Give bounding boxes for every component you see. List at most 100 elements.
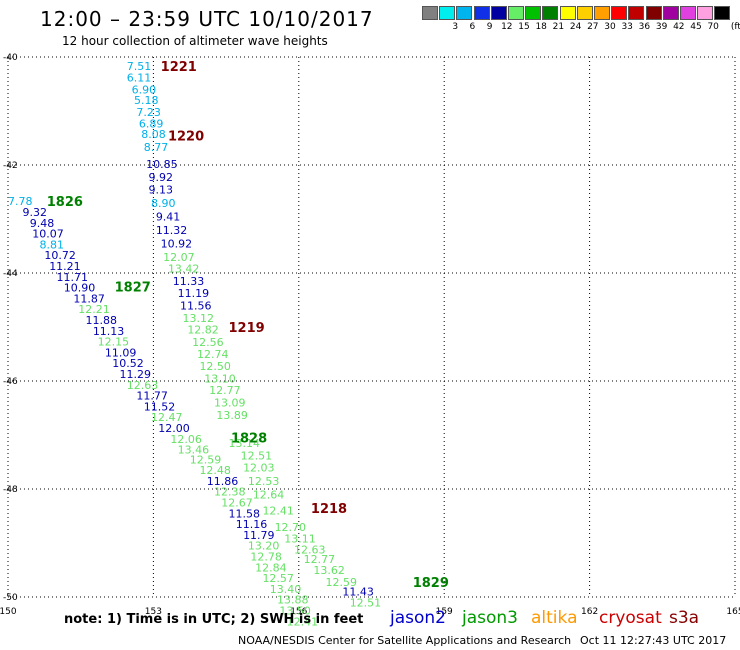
wave-height-label: 12.64	[253, 488, 284, 501]
wave-height-label: 13.42	[168, 263, 200, 276]
wave-height-label: 12.41	[262, 505, 294, 518]
color-scale-label: 6	[469, 22, 476, 32]
page-title: 12:00 – 23:59 UTC 10/10/2017	[40, 7, 374, 31]
y-tick-label: -50	[3, 593, 18, 603]
color-scale-label: 36	[638, 22, 651, 32]
wave-height-label: 9.92	[149, 171, 174, 184]
wave-height-label: 11.09	[105, 346, 137, 359]
wave-height-label: 11.29	[119, 368, 150, 381]
wave-height-label: 12.70	[275, 521, 307, 534]
track-time-label: 1218	[311, 502, 347, 517]
wave-height-label: 12.48	[199, 464, 231, 477]
color-scale-label: 45	[690, 22, 702, 32]
wave-height-label: 12.15	[98, 336, 130, 349]
wave-height-label: 11.86	[207, 475, 239, 488]
wave-height-label: 11.56	[180, 299, 212, 312]
wave-height-label: 11.79	[243, 529, 275, 542]
color-scale-label: 30	[604, 22, 616, 32]
color-scale-swatch	[490, 6, 507, 20]
wave-height-label: 12.53	[248, 475, 280, 488]
wave-height-label: 6.11	[127, 72, 152, 85]
color-scale-label: 9	[486, 22, 493, 32]
wave-height-label: 7.51	[127, 60, 152, 73]
wave-height-label: 9.41	[156, 210, 181, 223]
wave-height-label: 12.74	[197, 348, 229, 361]
wave-height-label: 11.71	[56, 271, 88, 284]
wave-height-label: 10.85	[146, 158, 178, 171]
color-scale-swatch	[559, 6, 576, 20]
credit-text: NOAA/NESDIS Center for Satellite Applica…	[238, 634, 572, 647]
wave-height-label: 6.89	[139, 117, 164, 130]
track-time-label: 1219	[229, 321, 265, 336]
color-scale-swatch	[611, 6, 628, 20]
wave-height-label: 12.38	[214, 486, 246, 499]
color-scale-label: 39	[655, 22, 668, 32]
color-scale-swatch	[576, 6, 593, 20]
wave-height-label: 13.10	[204, 372, 236, 385]
wave-height-label: 11.88	[86, 314, 118, 327]
wave-height-label: 11.77	[136, 390, 168, 403]
track-time-label: 1221	[161, 60, 197, 75]
wave-height-label: 9.48	[30, 217, 54, 230]
wave-height-label: 11.13	[93, 325, 125, 338]
x-tick-label: 153	[145, 607, 162, 617]
wave-height-label: 10.72	[44, 249, 76, 262]
wave-height-label: 11.32	[156, 224, 188, 237]
satellite-legend-altika: altika	[531, 608, 578, 628]
color-scale-label: 70	[707, 22, 719, 32]
timestamp-text: Oct 11 12:27:43 UTC 2017	[580, 634, 727, 647]
wave-height-label: 12.59	[325, 576, 357, 589]
wave-height-label: 12.59	[190, 453, 222, 466]
color-scale-swatch	[662, 6, 679, 20]
color-scale-label: 3	[452, 22, 459, 32]
wave-height-label: 12.41	[287, 615, 319, 628]
y-tick-label: -44	[3, 269, 18, 279]
wave-height-label: 13.11	[284, 533, 316, 546]
wave-height-label: 6.90	[132, 83, 157, 96]
wave-height-label: 12.21	[78, 303, 110, 316]
wave-height-label: 7.23	[136, 106, 161, 119]
color-scale-swatch	[456, 6, 473, 20]
wave-height-label: 8.81	[40, 238, 65, 251]
color-scale-swatch	[680, 6, 696, 20]
wave-height-label: 7.78	[8, 195, 33, 208]
wave-height-label: 13.12	[182, 312, 214, 325]
y-tick-label: -40	[3, 53, 18, 63]
wave-height-label: 12.51	[350, 596, 382, 609]
wave-height-label: 10.07	[32, 228, 64, 241]
color-scale-swatch	[525, 6, 542, 20]
satellite-legend-jason3: jason3	[462, 608, 518, 628]
color-scale-label: 15	[518, 22, 530, 32]
x-tick-label: 159	[436, 607, 453, 617]
x-tick-label: 150	[0, 607, 17, 617]
wave-height-label: 12.07	[163, 251, 195, 264]
color-scale-swatch	[714, 6, 731, 20]
track-time-label: 1220	[168, 129, 204, 144]
color-scale-swatch	[628, 6, 645, 20]
y-tick-label: -46	[3, 377, 18, 387]
wave-height-label: 13.89	[216, 409, 248, 422]
wave-height-label: 13.88	[277, 594, 309, 607]
wave-height-label: 11.16	[236, 518, 268, 531]
wave-height-label: 11.33	[173, 275, 205, 288]
chart-subtitle: 12 hour collection of altimeter wave hei…	[62, 34, 328, 48]
wave-height-label: 12.67	[221, 497, 253, 510]
wave-height-label: 12.47	[151, 411, 183, 424]
color-scale-label: 33	[621, 22, 633, 32]
wave-height-label: 11.19	[178, 287, 210, 300]
wave-height-label: 13.14	[229, 437, 260, 450]
wave-height-label: 9.32	[23, 206, 48, 219]
wave-height-label: 13.46	[178, 444, 210, 457]
color-scale-swatch	[542, 6, 559, 20]
color-scale-swatch	[508, 6, 524, 20]
color-scale-swatch	[439, 6, 456, 20]
wave-height-label: 8.77	[144, 141, 169, 154]
wave-height-label: 8.08	[141, 128, 166, 141]
wave-height-label: 12.77	[209, 384, 241, 397]
wave-height-label: 12.56	[192, 336, 224, 349]
satellite-legend-s3a: s3a	[669, 608, 700, 628]
color-scale-swatch	[697, 6, 714, 20]
color-scale-label: 12	[501, 22, 513, 32]
wave-height-label: 12.51	[241, 450, 273, 463]
